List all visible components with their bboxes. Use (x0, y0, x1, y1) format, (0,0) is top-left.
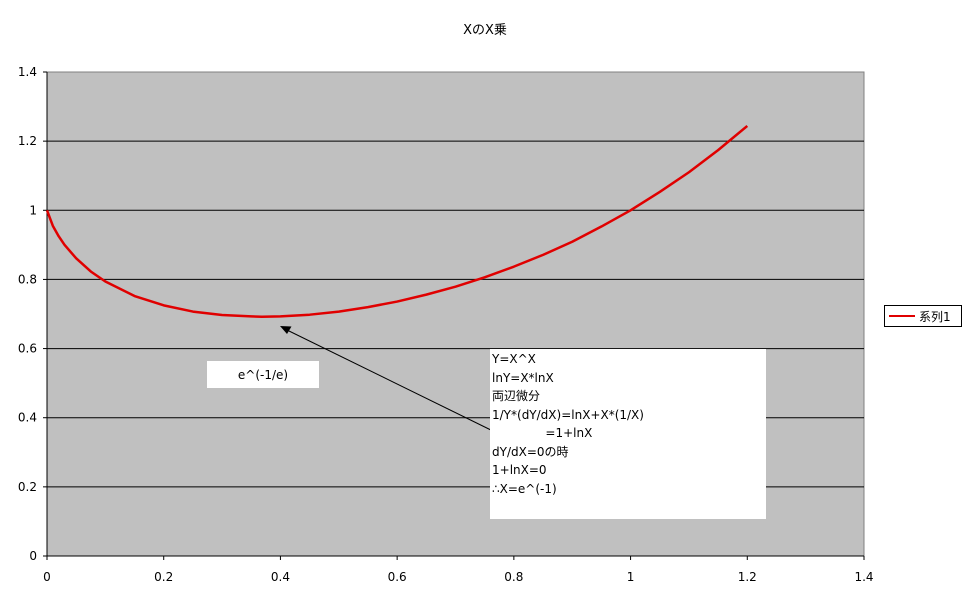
note-line: 1/Y*(dY/dX)=lnX+X*(1/X) (492, 407, 644, 422)
x-tick-label: 0.2 (154, 570, 173, 584)
note-line: 両辺微分 (492, 389, 541, 403)
x-tick-label: 1.2 (738, 570, 757, 584)
chart-title: XのX乗 (463, 23, 507, 38)
note-line: lnY=X*lnX (492, 370, 554, 385)
y-tick-label: 0.6 (18, 342, 37, 356)
note-line: =1+lnX (492, 426, 593, 440)
y-tick-label: 1.4 (18, 65, 37, 79)
y-tick-label: 1.2 (18, 134, 37, 148)
legend-label: 系列1 (919, 309, 951, 324)
min-value-label: e^(-1/e) (207, 361, 319, 388)
y-tick-labels: 0 0.2 0.4 0.6 0.8 1 1.2 1.4 (18, 65, 47, 563)
y-tick-label: 0.8 (18, 272, 37, 286)
series-group (45, 124, 749, 319)
note-line: dY/dX=0の時 (492, 444, 569, 459)
note-line: ∴X=e^(-1) (492, 481, 557, 496)
x-tick-label: 0.6 (388, 570, 407, 584)
min-value-text: e^(-1/e) (237, 367, 289, 382)
x-tick-label: 1 (627, 570, 635, 584)
axes (46, 72, 864, 557)
x-tick-label: 0 (43, 570, 51, 584)
y-tick-label: 1 (29, 203, 37, 217)
y-tick-label: 0 (29, 549, 37, 563)
x-tick-label: 1.4 (854, 570, 873, 584)
x-tick-label: 0.8 (504, 570, 523, 584)
legend-swatch (889, 315, 915, 317)
x-tick-labels: 0 0.2 0.4 0.6 0.8 1 1.2 1.4 (43, 556, 874, 584)
annotation-arrowhead (280, 326, 292, 334)
annotation-arrow (286, 329, 498, 434)
note-line: 1+lnX=0 (492, 463, 547, 477)
note-line: Y=X^X (492, 352, 536, 366)
y-tick-label: 0.4 (18, 411, 37, 425)
legend: 系列1 (884, 305, 962, 327)
series-line (45, 124, 749, 319)
derivation-note: Y=X^X lnY=X*lnX 両辺微分 1/Y*(dY/dX)=lnX+X*(… (490, 349, 766, 519)
y-tick-label: 0.2 (18, 480, 37, 494)
x-tick-label: 0.4 (271, 570, 290, 584)
